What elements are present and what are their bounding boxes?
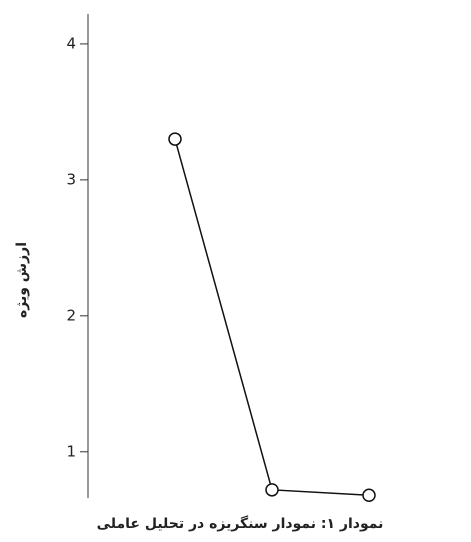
line xyxy=(175,139,369,495)
chart: ارزش ویژه نمودار ۱: نمودار سنگریزه در تح… xyxy=(0,0,471,542)
y-tick-label: 2 xyxy=(66,306,76,324)
page: {"chart_data": {"type": "line", "y_label… xyxy=(0,0,471,542)
y-tick-label: 4 xyxy=(66,34,76,52)
point xyxy=(363,489,375,501)
caption: نمودار ۱: نمودار سنگریزه در تحلیل عاملی xyxy=(97,515,384,532)
y-tick-label: 3 xyxy=(66,170,76,188)
point xyxy=(169,133,181,145)
point xyxy=(266,484,278,496)
y-tick-label: 1 xyxy=(66,442,76,460)
y-axis-label: ارزش ویژه xyxy=(14,242,30,318)
